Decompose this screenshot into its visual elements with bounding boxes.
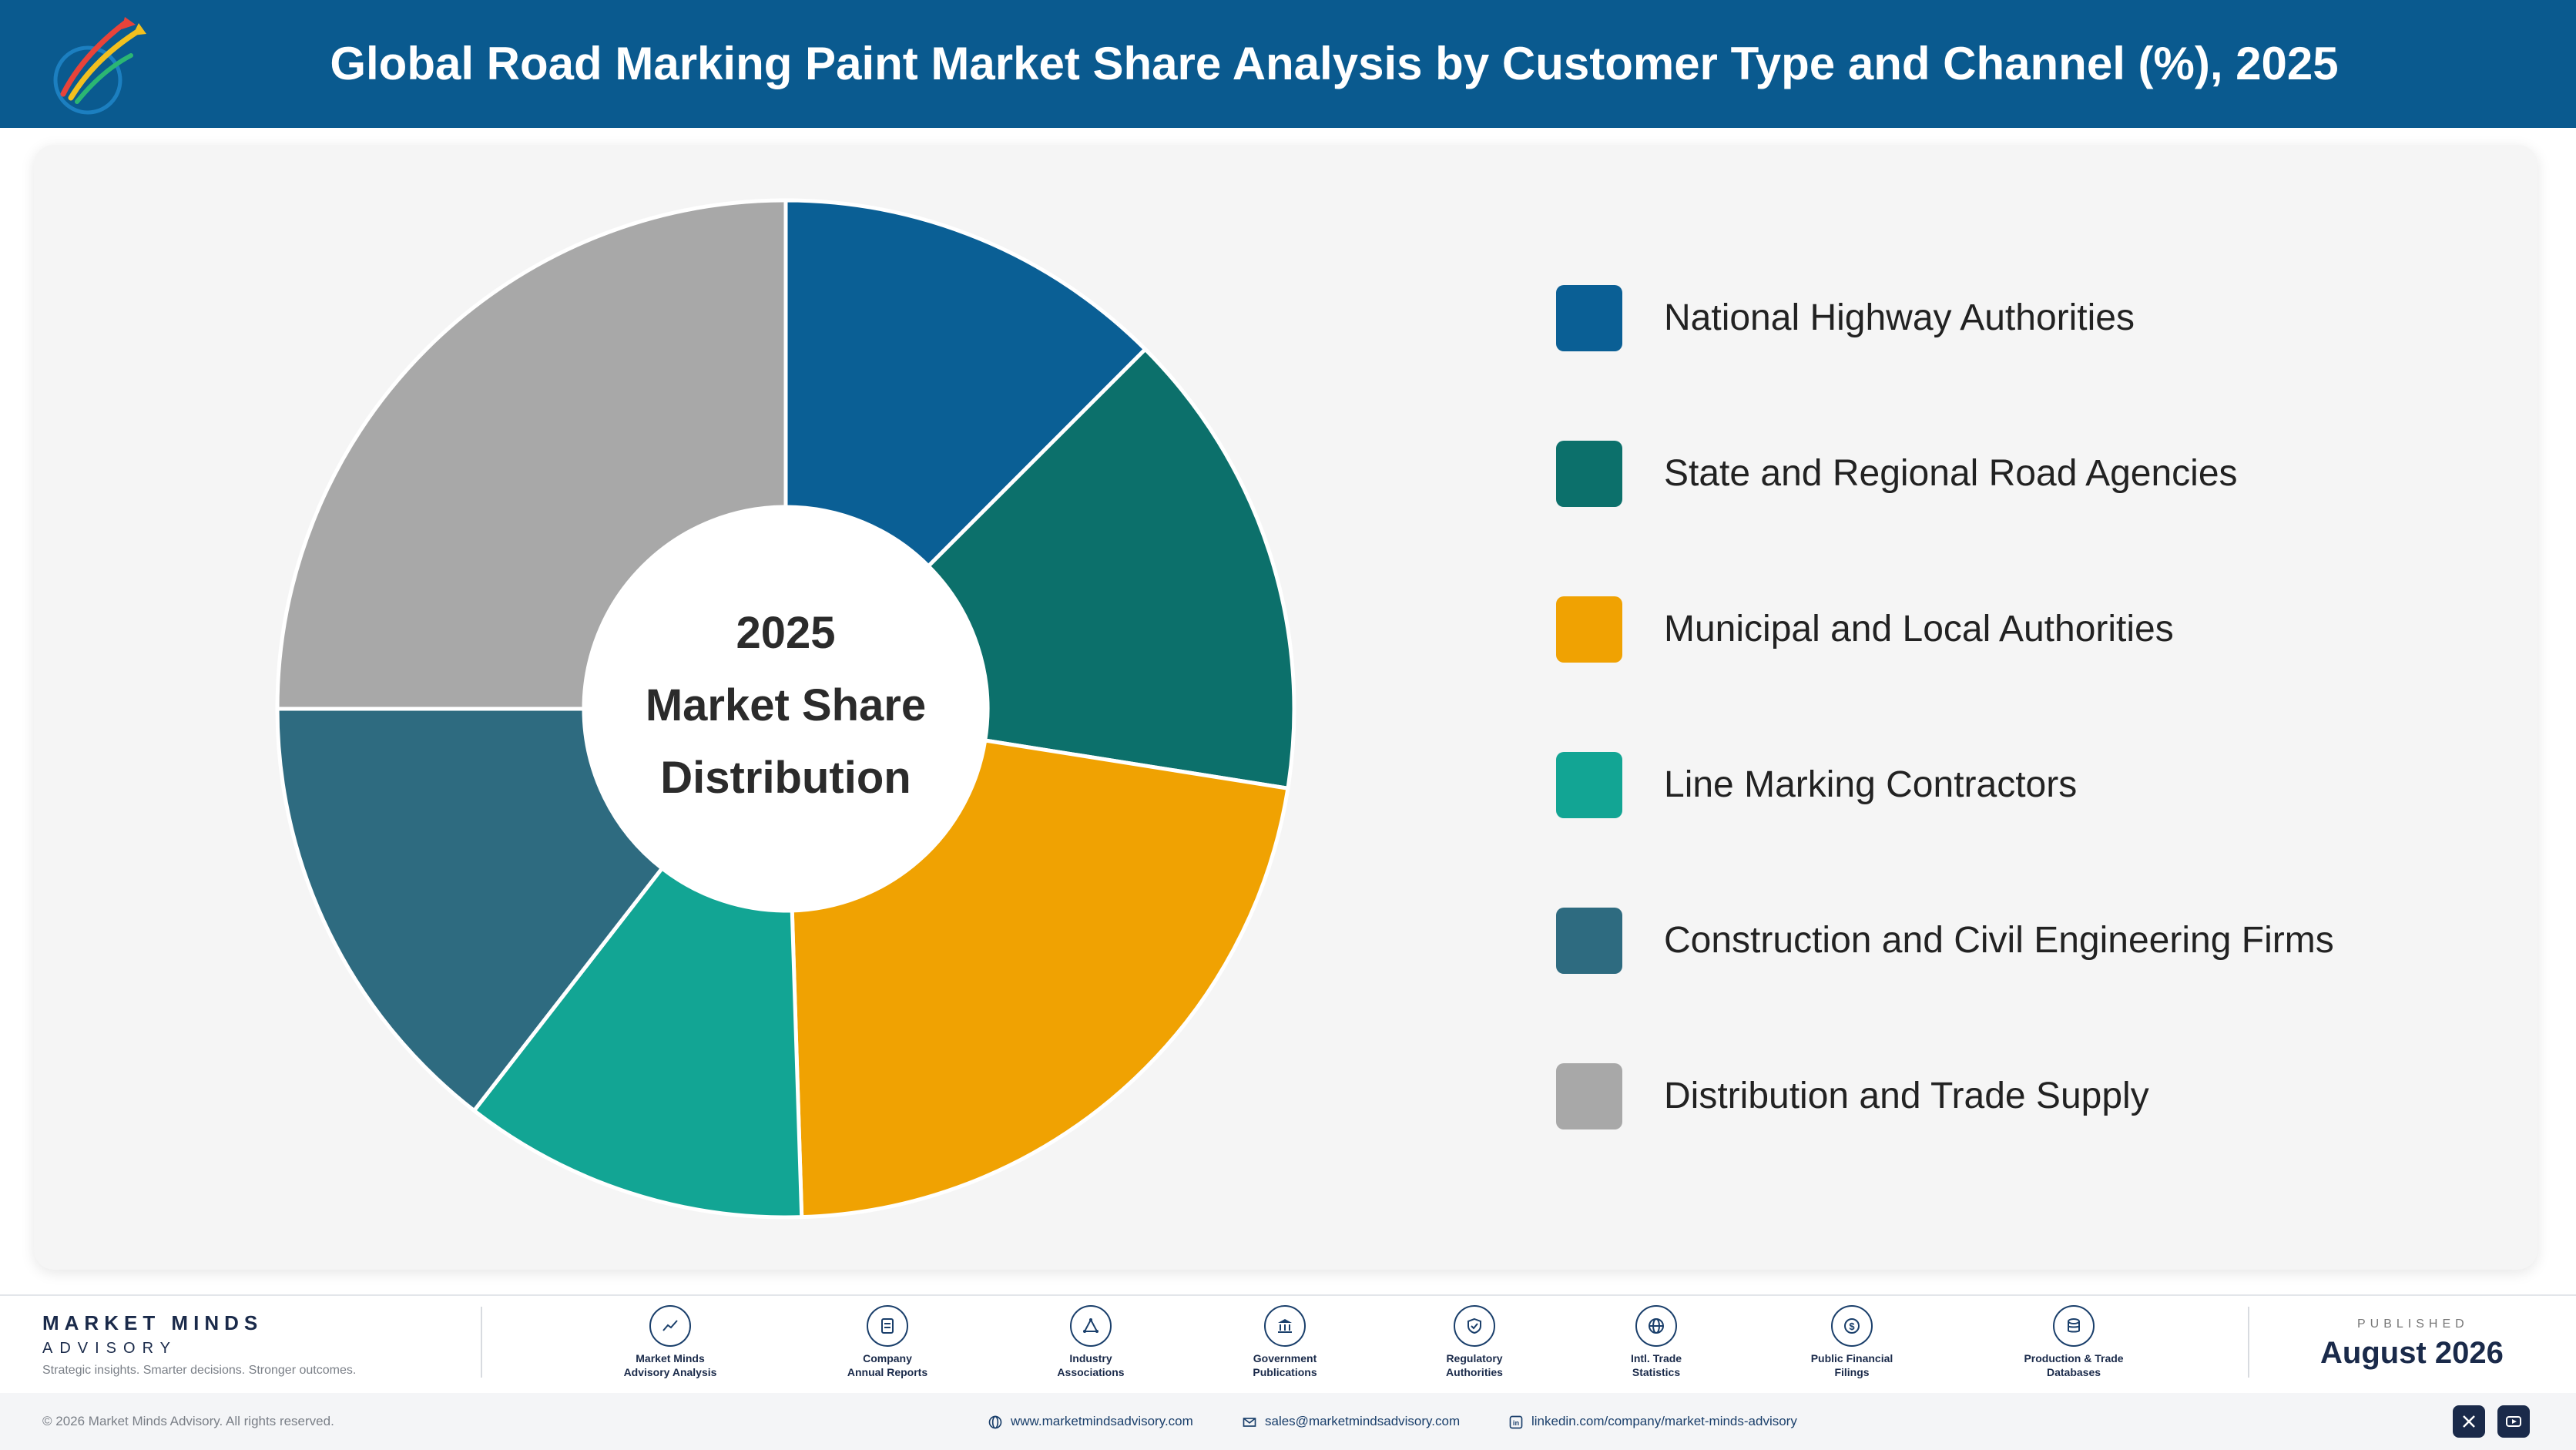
source-label-line: Intl. Trade: [1630, 1352, 1682, 1364]
shield-check-icon: [1454, 1305, 1495, 1347]
network-icon: [1070, 1305, 1112, 1347]
brand-subtitle: ADVISORY: [42, 1340, 177, 1357]
footer-divider: [2248, 1307, 2249, 1378]
government-building-icon: [1264, 1305, 1306, 1347]
source-label-line: Filings: [1834, 1366, 1870, 1378]
mail-icon: [1243, 1417, 1256, 1427]
copyright-text: © 2026 Market Minds Advisory. All rights…: [42, 1414, 334, 1428]
linkedin-icon: in: [1509, 1415, 1523, 1428]
source-label: Company Annual Reports: [803, 1351, 972, 1379]
center-line-2: Market Share: [645, 680, 927, 730]
svg-text:in: in: [1513, 1419, 1520, 1427]
chart-title: Global Road Marking Paint Market Share A…: [330, 38, 2339, 89]
source-label: Public Financial Filings: [1767, 1351, 1937, 1379]
source-label-line: Associations: [1057, 1366, 1125, 1378]
source-label-line: Production & Trade: [2024, 1352, 2124, 1364]
legend-swatch: [1556, 752, 1622, 818]
source-label-line: Annual Reports: [847, 1366, 928, 1378]
source-item: $ Public Financial Filings: [1767, 1305, 1937, 1379]
legend-swatch: [1556, 596, 1622, 663]
document-icon: [867, 1305, 908, 1347]
svg-text:$: $: [1849, 1321, 1855, 1332]
source-item: Production & Trade Databases: [1989, 1305, 2158, 1379]
source-label-line: Databases: [2046, 1366, 2101, 1378]
legend-label: State and Regional Road Agencies: [1664, 453, 2238, 494]
globe-icon: [1635, 1305, 1677, 1347]
source-label: Production & Trade Databases: [1989, 1351, 2158, 1379]
email-text: sales@marketmindsadvisory.com: [1265, 1414, 1461, 1428]
source-label: Regulatory Authorities: [1390, 1351, 1559, 1379]
donut-hole: [584, 507, 988, 911]
published-label: PUBLISHED: [2357, 1317, 2469, 1331]
source-label: Market Minds Advisory Analysis: [585, 1351, 755, 1379]
website-link[interactable]: www.marketmindsadvisory.com: [988, 1393, 1193, 1450]
source-label: Government Publications: [1200, 1351, 1370, 1379]
footer-divider: [481, 1307, 482, 1378]
source-item: Regulatory Authorities: [1390, 1305, 1559, 1379]
dollar-coin-icon: $: [1831, 1305, 1873, 1347]
linkedin-text: linkedin.com/company/market-minds-adviso…: [1531, 1414, 1797, 1428]
brand-name: MARKET MINDS: [42, 1311, 263, 1334]
legend-item: Line Marking Contractors: [1556, 752, 2480, 820]
globe-icon: [988, 1415, 1002, 1428]
published-date: August 2026: [2320, 1336, 2504, 1370]
donut-center-label: 2025 Market Share Distribution: [616, 597, 955, 814]
header-bar: Global Road Marking Paint Market Share A…: [0, 0, 2576, 128]
source-label-line: Market Minds: [636, 1352, 705, 1364]
legend-label: National Highway Authorities: [1664, 297, 2135, 338]
database-icon: [2053, 1305, 2095, 1347]
center-line-1: 2025: [736, 608, 836, 658]
source-label-line: Authorities: [1446, 1366, 1503, 1378]
source-label-line: Regulatory: [1446, 1352, 1503, 1364]
legend-item: Construction and Civil Engineering Firms: [1556, 908, 2480, 975]
source-label-line: Company: [863, 1352, 912, 1364]
legend-label: Construction and Civil Engineering Firms: [1664, 920, 2334, 961]
source-item: Company Annual Reports: [803, 1305, 972, 1379]
youtube-icon: [2506, 1416, 2521, 1427]
legend-item: Municipal and Local Authorities: [1556, 596, 2480, 664]
legend-swatch: [1556, 1063, 1622, 1129]
legend-swatch: [1556, 908, 1622, 974]
source-item: Industry Associations: [1006, 1305, 1176, 1379]
legend-swatch: [1556, 441, 1622, 507]
youtube-social-button[interactable]: [2497, 1405, 2530, 1438]
legend-swatch: [1556, 285, 1622, 351]
footer: MARKET MINDS ADVISORY Strategic insights…: [0, 1294, 2576, 1395]
source-label: Industry Associations: [1006, 1351, 1176, 1379]
source-label-line: Publications: [1253, 1366, 1317, 1378]
source-item: Market Minds Advisory Analysis: [585, 1305, 755, 1379]
source-item: Government Publications: [1200, 1305, 1370, 1379]
bottom-bar: © 2026 Market Minds Advisory. All rights…: [0, 1393, 2576, 1450]
company-logo-icon: [53, 17, 146, 115]
legend-item: State and Regional Road Agencies: [1556, 441, 2480, 509]
source-label-line: Statistics: [1632, 1366, 1681, 1378]
legend-item: National Highway Authorities: [1556, 285, 2480, 353]
x-social-button[interactable]: [2453, 1405, 2485, 1438]
legend-label: Municipal and Local Authorities: [1664, 609, 2174, 649]
linkedin-link[interactable]: in linkedin.com/company/market-minds-advi…: [1508, 1393, 1797, 1450]
legend-label: Distribution and Trade Supply: [1664, 1076, 2149, 1116]
chart-line-icon: [649, 1305, 691, 1347]
source-label-line: Government: [1253, 1352, 1317, 1364]
source-label-line: Industry: [1069, 1352, 1112, 1364]
legend-item: Distribution and Trade Supply: [1556, 1063, 2480, 1131]
website-text: www.marketmindsadvisory.com: [1011, 1414, 1193, 1428]
legend-label: Line Marking Contractors: [1664, 764, 2078, 805]
email-link[interactable]: sales@marketmindsadvisory.com: [1242, 1393, 1460, 1450]
brand-tagline: Strategic insights. Smarter decisions. S…: [42, 1364, 357, 1377]
source-label-line: Public Financial: [1810, 1352, 1893, 1364]
source-label-line: Advisory Analysis: [623, 1366, 717, 1378]
source-label: Intl. Trade Statistics: [1571, 1351, 1741, 1379]
center-line-3: Distribution: [660, 753, 911, 803]
x-icon: [2463, 1415, 2475, 1428]
source-item: Intl. Trade Statistics: [1571, 1305, 1741, 1379]
